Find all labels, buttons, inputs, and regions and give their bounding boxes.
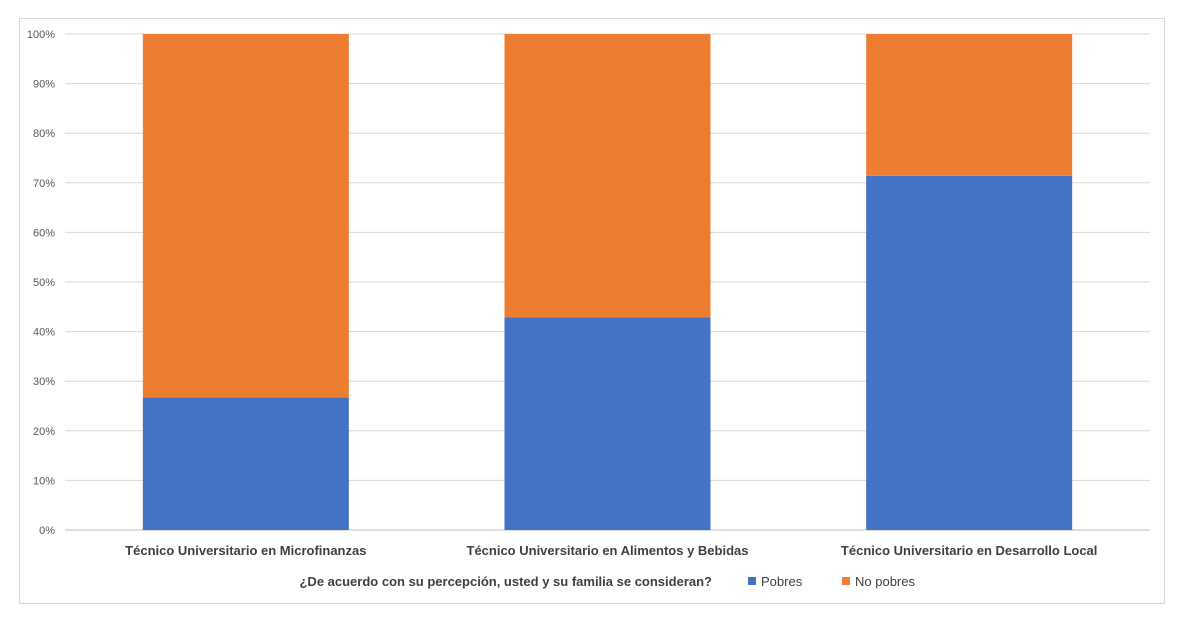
bar-pobres (866, 175, 1073, 530)
y-tick-label: 100% (27, 29, 55, 41)
bar-no-pobres (142, 34, 349, 398)
y-tick-label: 60% (33, 227, 55, 239)
y-tick-label: 10% (33, 475, 55, 487)
legend-label: No pobres (855, 574, 915, 589)
legend-swatch (842, 577, 850, 585)
bar-no-pobres (866, 34, 1073, 176)
y-tick-label: 20% (33, 426, 55, 438)
category-label: Técnico Universitario en Microfinanzas (125, 543, 366, 558)
bar-no-pobres (504, 34, 711, 318)
legend-title: ¿De acuerdo con su percepción, usted y s… (299, 574, 712, 589)
y-tick-label: 40% (33, 327, 55, 339)
y-tick-label: 30% (33, 376, 55, 388)
legend-swatch (748, 577, 756, 585)
y-tick-label: 0% (39, 525, 55, 537)
category-label: Técnico Universitario en Desarrollo Loca… (841, 543, 1097, 558)
y-tick-label: 70% (33, 178, 55, 190)
y-tick-label: 50% (33, 277, 55, 289)
bar-pobres (504, 317, 711, 530)
y-tick-label: 90% (33, 79, 55, 91)
category-label: Técnico Universitario en Alimentos y Beb… (467, 543, 749, 558)
legend-label: Pobres (761, 574, 803, 589)
bar-pobres (142, 397, 349, 530)
y-tick-label: 80% (33, 128, 55, 140)
